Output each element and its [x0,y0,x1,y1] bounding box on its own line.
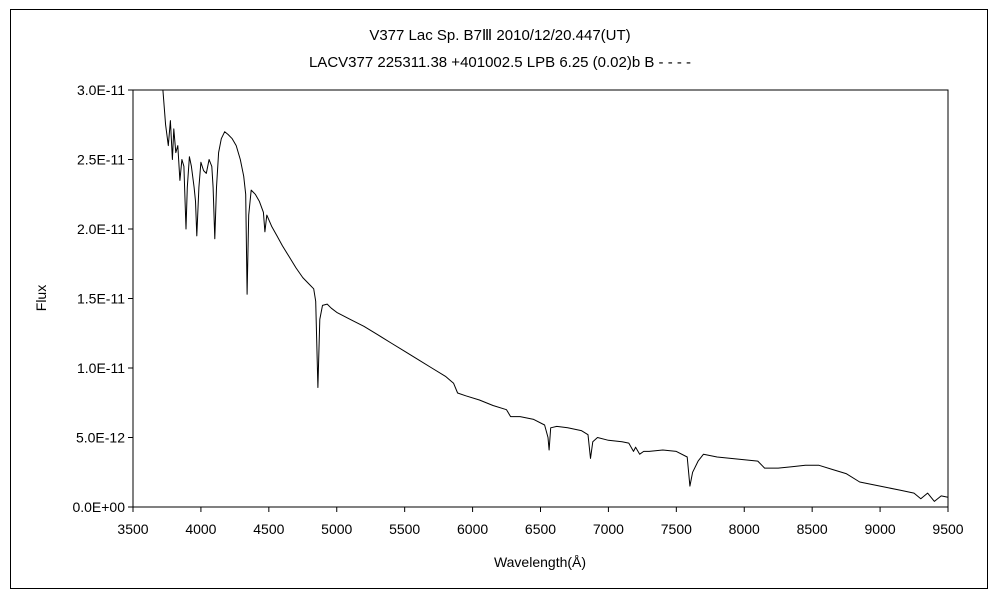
y-tick-label: 0.0E+00 [72,499,125,515]
y-axis: 0.0E+00 5.0E-12 1.0E-11 1.5E-11 2.0E-11 2.5E-… [72,82,133,515]
plot-area [132,89,949,508]
x-tick-label: 9000 [865,521,896,537]
x-tick-label: 8000 [729,521,760,537]
x-tick-label: 5000 [321,521,352,537]
y-axis-label: Flux [33,285,49,311]
chart-title: V377 Lac Sp. B7Ⅲ 2010/12/20.447(UT) [369,27,630,44]
x-tick-label: 6500 [525,521,556,537]
y-tick-label: 1.0E-11 [77,360,125,376]
x-tick-label: 8500 [797,521,828,537]
x-tick-label: 7500 [661,521,692,537]
chart-frame [10,9,988,589]
y-tick-label: 2.5E-11 [77,152,125,168]
x-tick-label: 6000 [457,521,488,537]
x-tick-label: 4500 [253,521,284,537]
chart-subtitle: LACV377 225311.38 +401002.5 LPB 6.25 (0.… [309,54,691,71]
x-tick-label: 5500 [389,521,420,537]
spectrum-line [162,90,948,502]
y-tick-label: 2.0E-11 [77,221,125,237]
x-axis: 3500 4000 4500 5000 5500 6000 6500 7000 7500 8000… [117,507,964,537]
y-tick-label: 3.0E-11 [77,82,125,98]
x-axis-label: Wavelength(Å) [494,554,586,570]
series-group [162,90,948,502]
x-tick-label: 7000 [593,521,624,537]
y-tick-label: 5.0E-12 [76,430,125,446]
x-tick-label: 4000 [185,521,216,537]
x-tick-label: 9500 [932,521,963,537]
x-tick-label: 3500 [117,521,148,537]
y-tick-label: 1.5E-11 [77,291,125,307]
